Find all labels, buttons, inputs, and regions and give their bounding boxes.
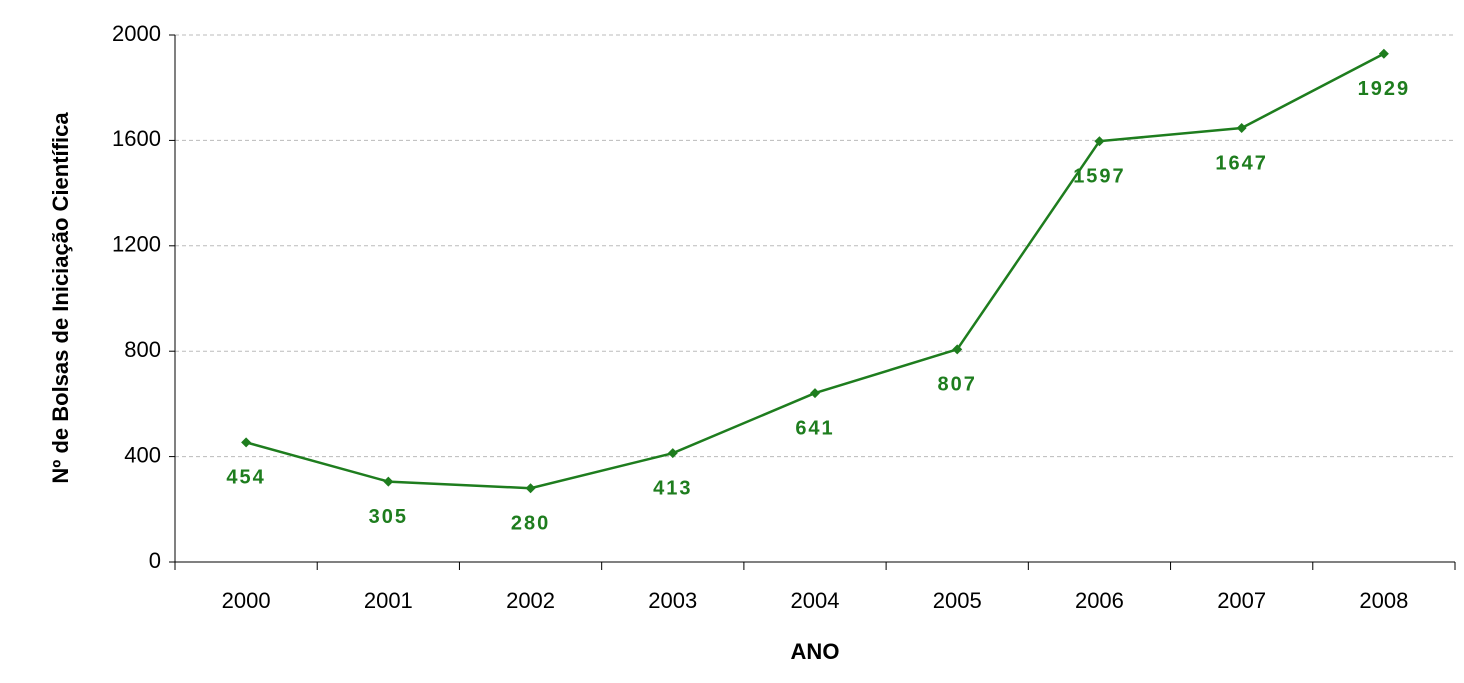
- data-point: [525, 483, 536, 494]
- y-tick-label: 2000: [112, 21, 161, 46]
- y-axis-title: Nº de Bolsas de Iniciação Científica: [48, 112, 73, 484]
- x-tick-label: 2006: [1075, 588, 1124, 613]
- value-label: 413: [653, 477, 692, 499]
- data-point: [810, 388, 820, 399]
- x-tick-label: 2008: [1359, 588, 1408, 613]
- value-label: 641: [795, 417, 834, 439]
- value-label: 305: [369, 506, 408, 528]
- data-point: [667, 448, 678, 459]
- data-point: [1236, 123, 1247, 134]
- data-point: [1378, 48, 1389, 59]
- data-point: [1094, 136, 1105, 147]
- data-point: [952, 344, 963, 355]
- y-tick-label: 400: [124, 442, 161, 467]
- value-label: 454: [226, 467, 265, 489]
- y-tick-label: 800: [124, 337, 161, 362]
- x-tick-label: 2004: [791, 588, 840, 613]
- y-tick-label: 0: [149, 548, 161, 573]
- x-tick-label: 2005: [933, 588, 982, 613]
- x-tick-label: 2001: [364, 588, 413, 613]
- y-tick-label: 1200: [112, 232, 161, 257]
- data-point: [383, 476, 394, 487]
- y-tick-label: 1600: [112, 126, 161, 151]
- value-label: 1647: [1215, 152, 1268, 174]
- value-label: 807: [938, 374, 977, 396]
- x-tick-label: 2000: [222, 588, 271, 613]
- value-label: 280: [511, 513, 550, 535]
- x-axis-title: ANO: [791, 639, 840, 664]
- x-tick-label: 2002: [506, 588, 555, 613]
- x-tick-label: 2007: [1217, 588, 1266, 613]
- x-tick-label: 2003: [648, 588, 697, 613]
- value-label: 1597: [1073, 165, 1126, 187]
- data-point: [241, 437, 252, 448]
- value-label: 1929: [1358, 78, 1411, 100]
